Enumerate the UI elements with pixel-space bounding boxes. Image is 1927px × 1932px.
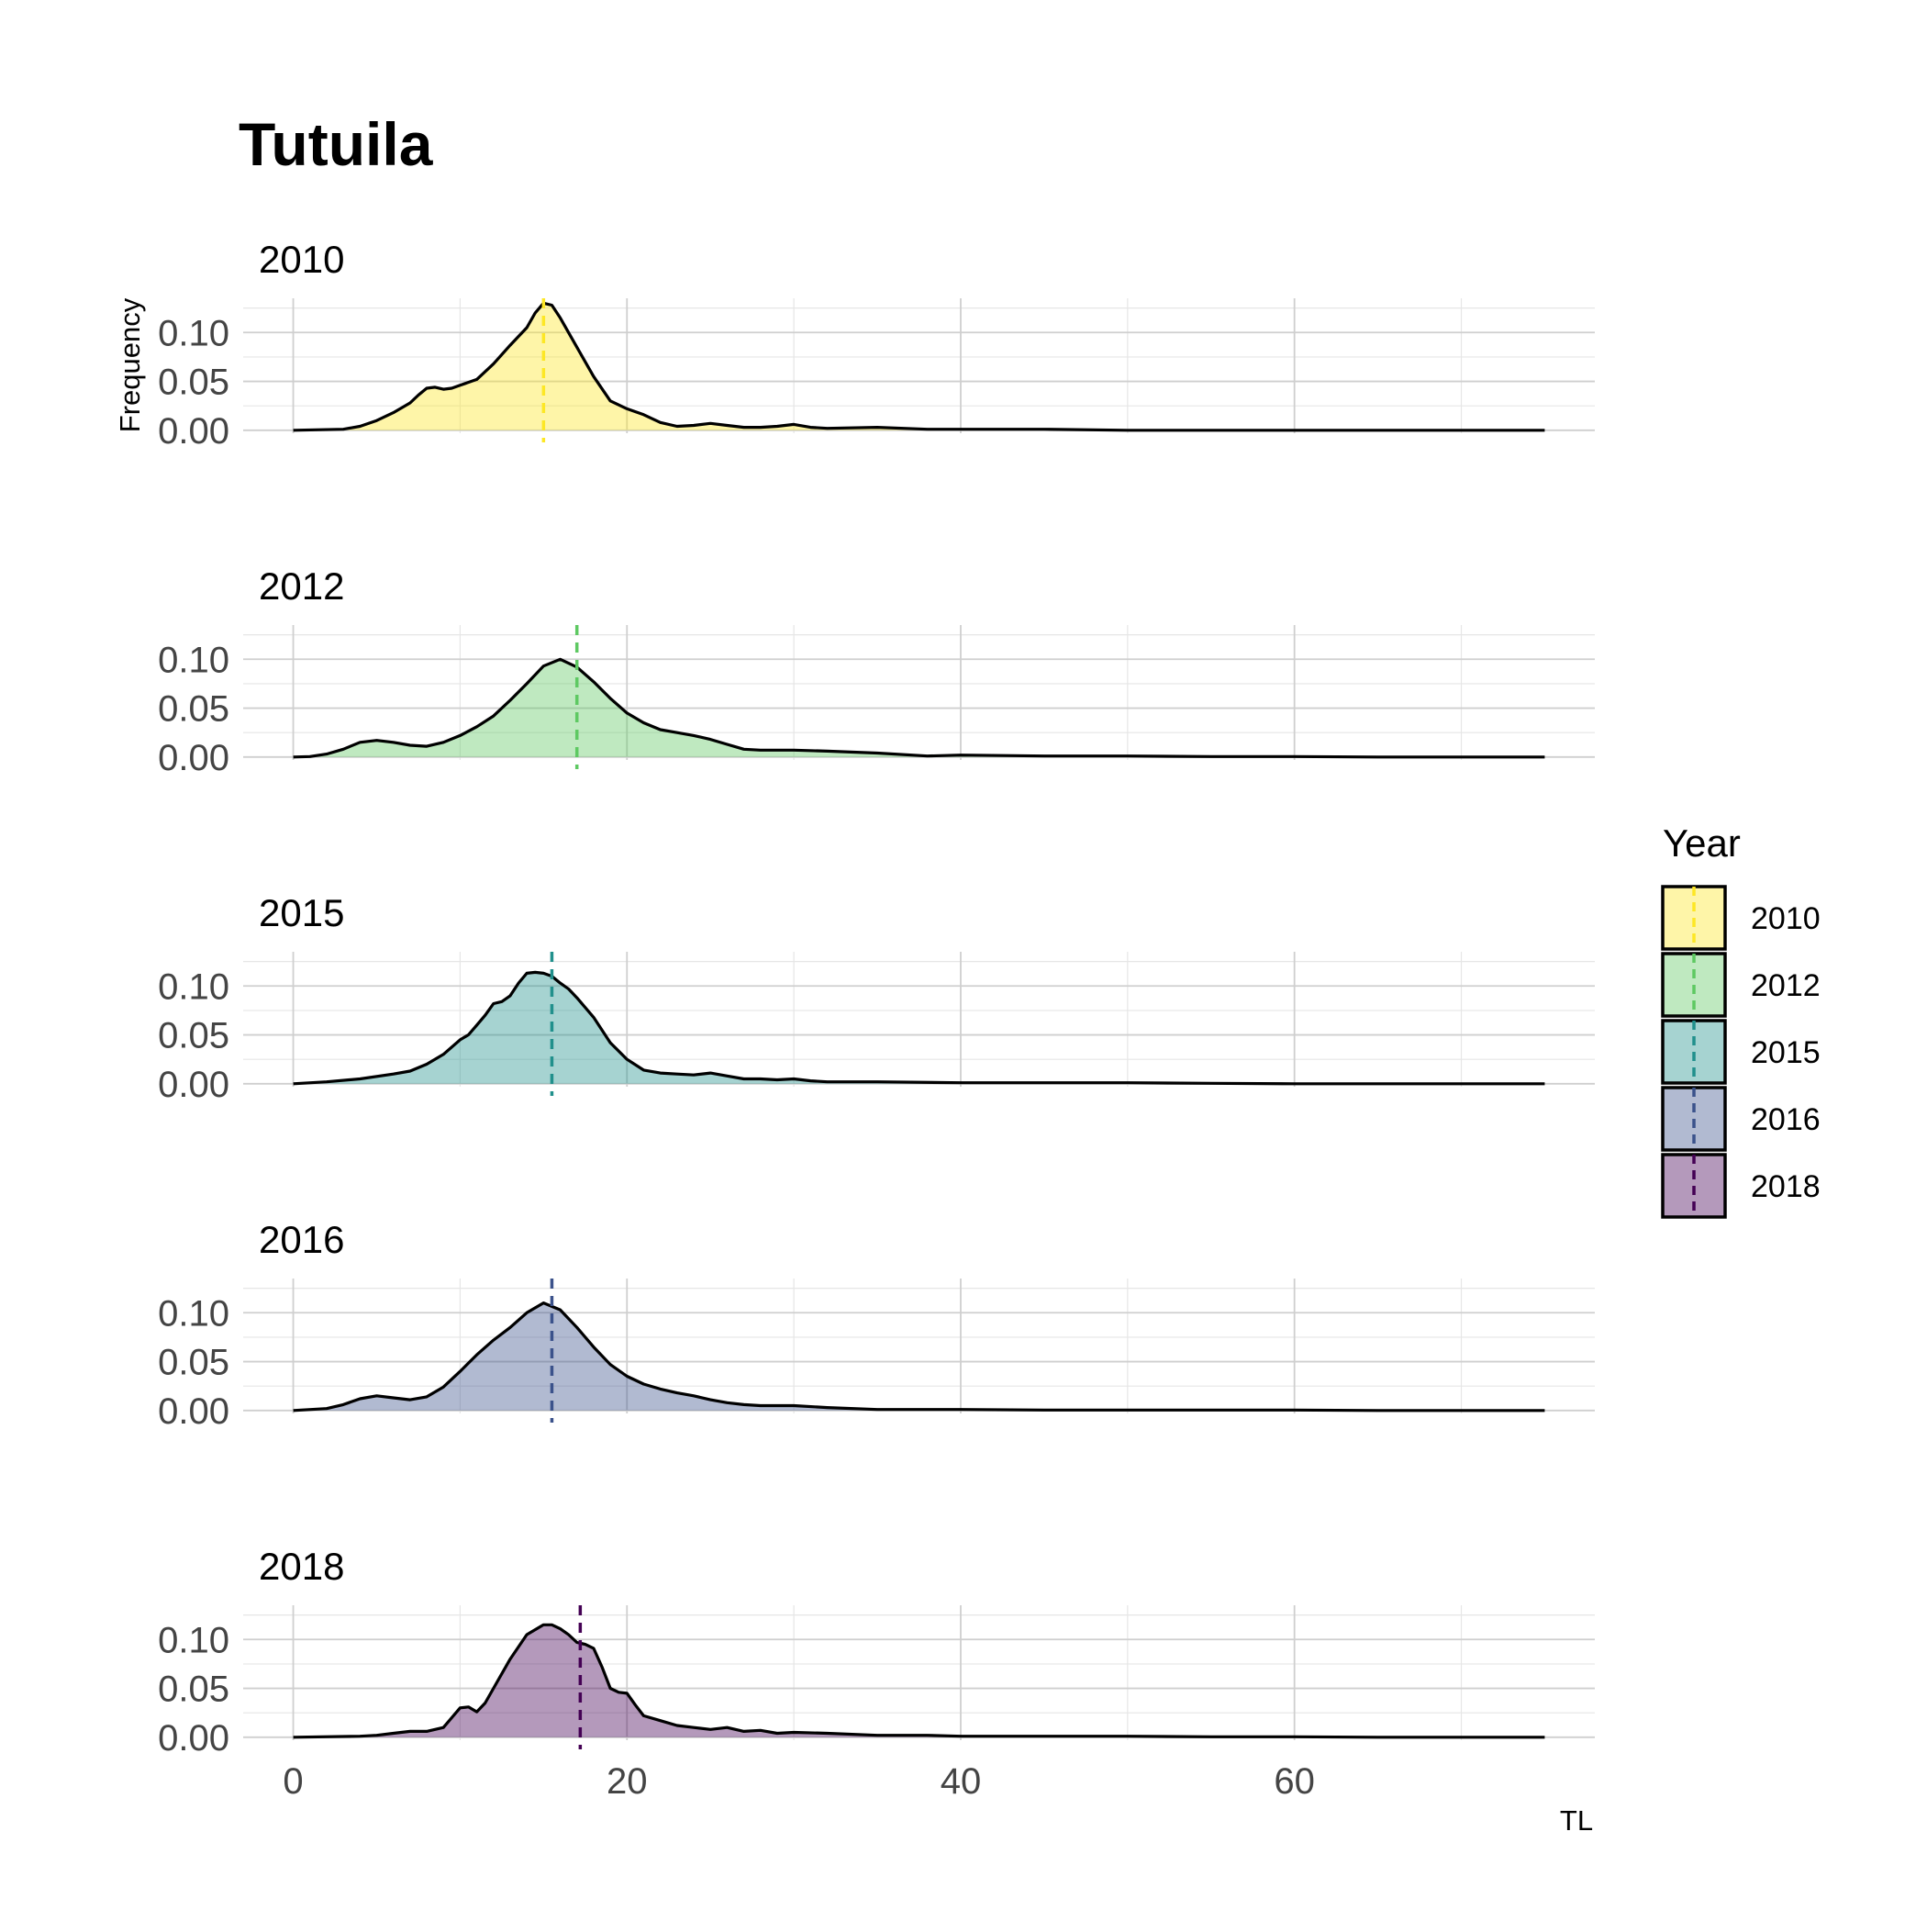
- y-tick-label: 0.05: [158, 689, 229, 730]
- panel-2015: 2015 0.00 0.05 0.10: [158, 891, 1595, 1105]
- y-tick-label: 0.10: [158, 1620, 229, 1660]
- y-axis-label: Frequency: [114, 297, 146, 432]
- density-area-2012: [293, 659, 1545, 757]
- legend-item-2018: 2018: [1661, 1153, 1821, 1219]
- y-tick-label: 0.00: [158, 411, 229, 452]
- x-axis-label: TL: [1560, 1804, 1593, 1837]
- density-area-2015: [293, 972, 1545, 1084]
- y-tick-label: 0.00: [158, 1391, 229, 1432]
- y-tick-label: 0.05: [158, 363, 229, 403]
- legend-item-2015: 2015: [1661, 1019, 1821, 1085]
- y-tick-label: 0.00: [158, 738, 229, 778]
- panel-label: 2016: [259, 1218, 344, 1261]
- panel-2018: 2018 0.00 0.05 0.10 0 20 40 60: [158, 1545, 1595, 1802]
- y-tick-label: 0.10: [158, 966, 229, 1007]
- panels-layer: 2010 0.00 0.05 0.10 2012 0.00 0.05 0.10 2015 0.00…: [158, 238, 1595, 1802]
- legend-item-2012: 2012: [1661, 952, 1821, 1018]
- density-line-2012: [293, 657, 1545, 759]
- x-tick-label: 0: [283, 1761, 303, 1802]
- legend-label: 2010: [1751, 901, 1821, 936]
- panel-label: 2012: [259, 564, 344, 608]
- panel-2012: 2012 0.00 0.05 0.10: [158, 564, 1595, 778]
- legend-label: 2015: [1751, 1035, 1821, 1070]
- legend-item-2010: 2010: [1661, 885, 1821, 951]
- panel-2016: 2016 0.00 0.05 0.10: [158, 1218, 1595, 1432]
- panel-label: 2018: [259, 1545, 344, 1588]
- y-tick-label: 0.10: [158, 1293, 229, 1334]
- y-tick-label: 0.05: [158, 1670, 229, 1710]
- density-area-2010: [293, 303, 1545, 430]
- legend-label: 2018: [1751, 1169, 1821, 1204]
- legend: Year 2010 2012 2015 2016 2018: [1661, 821, 1821, 1219]
- y-tick-label: 0.10: [158, 313, 229, 353]
- density-area-2018: [293, 1625, 1545, 1737]
- density-line-2018: [293, 1623, 1545, 1739]
- density-line-2016: [293, 1301, 1545, 1413]
- panel-label: 2010: [259, 238, 344, 281]
- legend-label: 2012: [1751, 968, 1821, 1003]
- legend-items: 2010 2012 2015 2016 2018: [1661, 885, 1821, 1219]
- panel-label: 2015: [259, 891, 344, 934]
- chart-title: Tutuila: [239, 110, 434, 178]
- y-tick-label: 0.05: [158, 1016, 229, 1056]
- legend-item-2016: 2016: [1661, 1086, 1821, 1152]
- x-tick-label: 60: [1274, 1761, 1315, 1802]
- y-tick-label: 0.00: [158, 1718, 229, 1759]
- density-line-2015: [293, 970, 1545, 1086]
- x-tick-label: 40: [941, 1761, 982, 1802]
- density-area-2016: [293, 1302, 1545, 1411]
- panel-2010: 2010 0.00 0.05 0.10: [158, 238, 1595, 452]
- y-tick-label: 0.05: [158, 1343, 229, 1383]
- legend-label: 2016: [1751, 1102, 1821, 1137]
- x-tick-label: 20: [607, 1761, 648, 1802]
- legend-title: Year: [1663, 821, 1741, 865]
- y-tick-label: 0.00: [158, 1065, 229, 1105]
- density-line-2010: [293, 301, 1545, 432]
- y-tick-label: 0.10: [158, 640, 229, 680]
